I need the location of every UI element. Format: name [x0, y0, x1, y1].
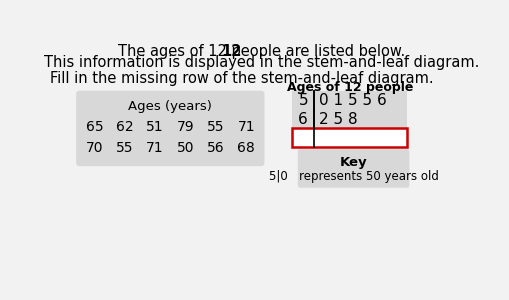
Text: 55: 55 [116, 142, 133, 155]
Text: The ages of 12 people are listed below.: The ages of 12 people are listed below. [118, 44, 404, 59]
Text: Key: Key [339, 156, 366, 169]
Text: This information is displayed in the stem-and-leaf diagram.: This information is displayed in the ste… [44, 55, 478, 70]
Text: 6: 6 [298, 112, 307, 127]
Text: 55: 55 [207, 120, 224, 134]
Text: 62: 62 [116, 120, 133, 134]
Text: Fill in the missing row of the stem-and-leaf diagram.: Fill in the missing row of the stem-and-… [50, 70, 433, 86]
Bar [292, 128, 406, 147]
Text: 70: 70 [86, 142, 103, 155]
FancyBboxPatch shape [297, 149, 409, 188]
Text: Ages of 12 people: Ages of 12 people [286, 81, 412, 94]
Text: Ages (years): Ages (years) [128, 100, 212, 113]
Text: 2 5 8: 2 5 8 [319, 112, 357, 127]
Text: 79: 79 [176, 120, 194, 134]
FancyBboxPatch shape [76, 91, 264, 166]
Text: 5|0   represents 50 years old: 5|0 represents 50 years old [268, 170, 438, 183]
Text: 71: 71 [237, 120, 254, 134]
Text: 56: 56 [207, 142, 224, 155]
Text: 5: 5 [298, 93, 307, 108]
Text: 50: 50 [177, 142, 194, 155]
Text: 51: 51 [146, 120, 163, 134]
Bar [292, 92, 406, 110]
Text: 65: 65 [86, 120, 103, 134]
Bar [292, 110, 406, 128]
Text: 0 1 5 5 6: 0 1 5 5 6 [319, 93, 386, 108]
Text: 12: 12 [221, 44, 242, 59]
Text: 71: 71 [146, 142, 163, 155]
Text: 68: 68 [237, 142, 254, 155]
